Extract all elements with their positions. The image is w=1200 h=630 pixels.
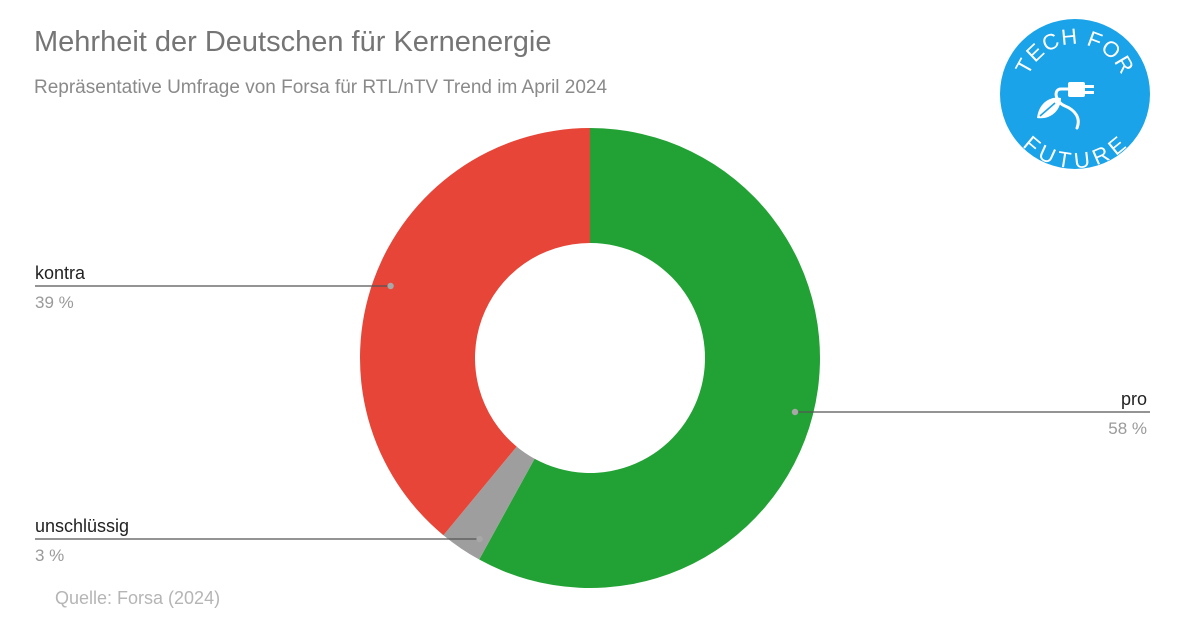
slice-value-kontra: 39 % bbox=[35, 293, 74, 312]
tech-for-future-logo: TECH FOR FUTURE bbox=[1000, 19, 1150, 170]
slice-label-kontra: kontra bbox=[35, 263, 86, 283]
source-note: Quelle: Forsa (2024) bbox=[55, 588, 221, 608]
leader-dot-unschlssig bbox=[476, 535, 483, 543]
slice-kontra bbox=[360, 127, 590, 536]
slice-label-unschlssig: unschlüssig bbox=[35, 516, 129, 536]
slice-value-unschlssig: 3 % bbox=[35, 546, 64, 565]
slice-pro bbox=[479, 128, 820, 588]
chart-subtitle: Repräsentative Umfrage von Forsa für RTL… bbox=[34, 77, 608, 98]
leader-dot-pro bbox=[791, 408, 799, 416]
chart-title: Mehrheit der Deutschen für Kernenergie bbox=[34, 26, 552, 58]
slice-value-pro: 58 % bbox=[1108, 419, 1147, 438]
plug-leaf-icon bbox=[1037, 82, 1094, 130]
slice-label-pro: pro bbox=[1121, 389, 1147, 409]
slice-unschlssig bbox=[443, 446, 535, 560]
leader-dot-kontra bbox=[387, 282, 394, 290]
